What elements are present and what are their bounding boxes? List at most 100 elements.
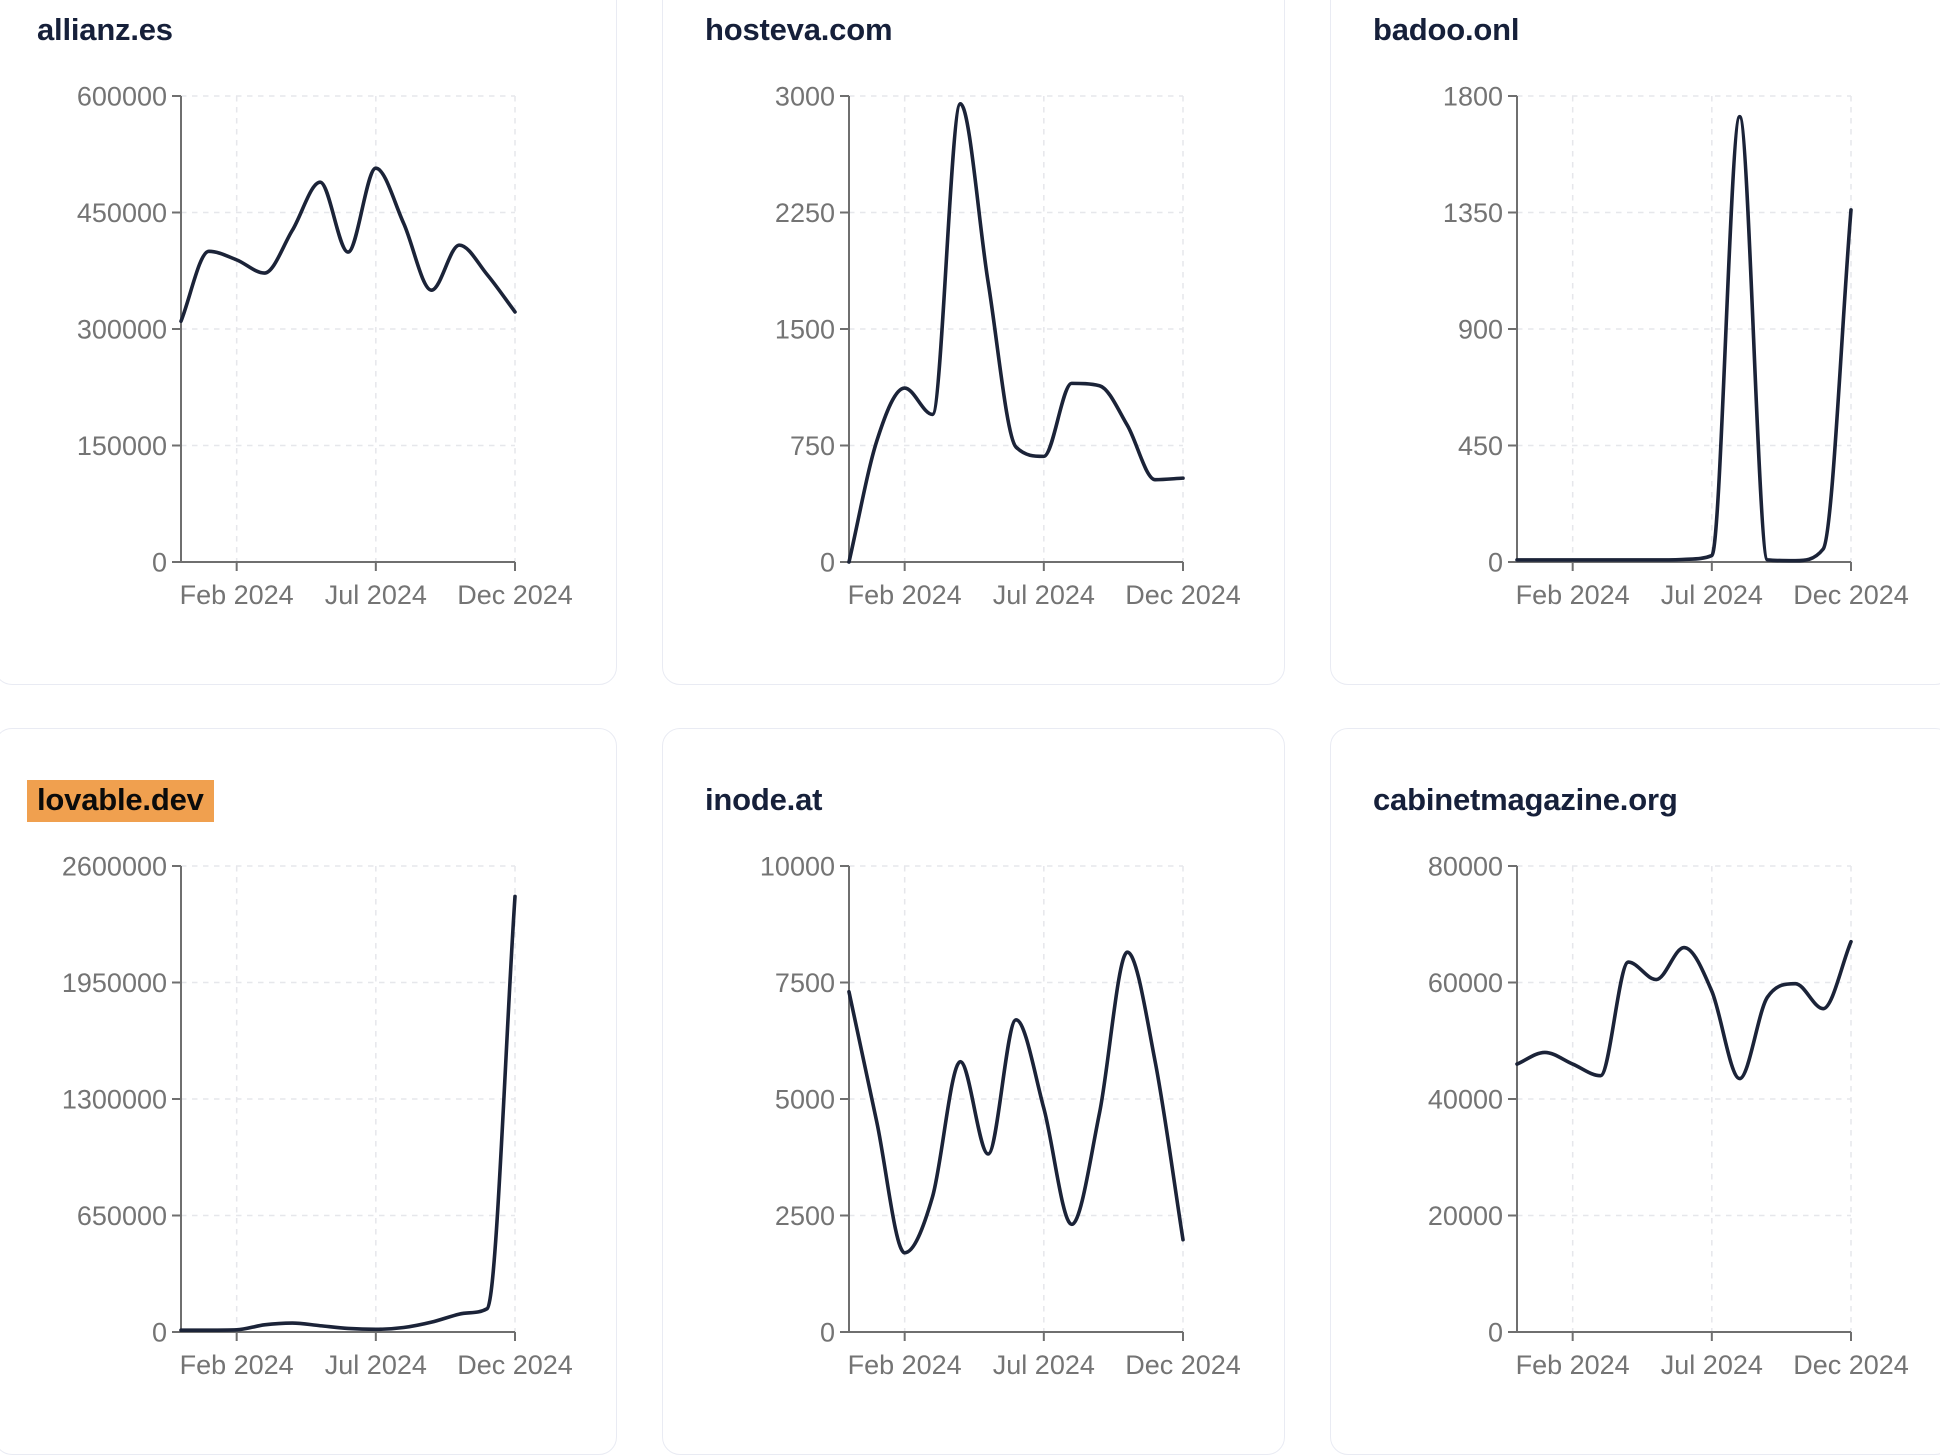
y-tick-labels: 0 750 1500 2250 3000 [775,82,835,578]
y-tick-labels: 0 650000 1300000 1950000 2600000 [62,852,167,1348]
chart-card-badoo: badoo.onl 0 450 900 1350 1800 Feb 2024 Jul 202… [1330,0,1940,685]
series-line [1515,939,1853,1081]
chart-title: badoo.onl [1373,11,1519,49]
svg-text:40000: 40000 [1428,1085,1503,1115]
svg-text:Dec 2024: Dec 2024 [457,580,573,610]
svg-text:750: 750 [790,431,835,461]
svg-text:Dec 2024: Dec 2024 [457,1350,573,1380]
svg-text:20000: 20000 [1428,1201,1503,1231]
svg-text:60000: 60000 [1428,968,1503,998]
x-tick-labels: Feb 2024 Jul 2024 Dec 2024 [180,580,573,610]
axes [1508,95,1852,571]
y-tick-labels: 0 2500 5000 7500 10000 [760,852,835,1348]
chart-title: allianz.es [37,11,173,49]
y-tick-labels: 0 20000 40000 60000 80000 [1428,852,1503,1348]
gridlines [849,865,1184,1332]
svg-text:5000: 5000 [775,1085,835,1115]
svg-text:0: 0 [152,1318,167,1348]
line-chart: 0 2500 5000 7500 10000 Feb 2024 Jul 2024 Dec 20… [760,852,1241,1381]
svg-text:450: 450 [1458,431,1503,461]
gridlines [1517,95,1852,562]
svg-text:0: 0 [152,548,167,578]
svg-text:2500: 2500 [775,1201,835,1231]
svg-text:Feb 2024: Feb 2024 [848,580,962,610]
series-line [1515,114,1853,563]
domain-label: hosteva.com [705,12,893,47]
series-line [847,101,1185,564]
axes [840,865,1184,1341]
x-tick-labels: Feb 2024 Jul 2024 Dec 2024 [1516,1350,1909,1380]
svg-text:Jul 2024: Jul 2024 [325,1350,427,1380]
svg-text:Feb 2024: Feb 2024 [180,580,294,610]
chart-title: inode.at [705,781,822,819]
series-line [179,166,517,324]
domain-label: allianz.es [37,12,173,47]
svg-text:1500: 1500 [775,315,835,345]
line-chart: 0 450 900 1350 1800 Feb 2024 Jul 2024 Dec 2024 [1443,82,1909,611]
chart-card-hosteva: hosteva.com 0 750 1500 2250 3000 Feb 2024 Jul … [662,0,1285,685]
svg-text:450000: 450000 [77,198,167,228]
line-chart: 0 20000 40000 60000 80000 Feb 2024 Jul 2024 Dec… [1428,852,1909,1381]
svg-text:Feb 2024: Feb 2024 [1516,1350,1630,1380]
x-tick-labels: Feb 2024 Jul 2024 Dec 2024 [848,1350,1241,1380]
line-chart: 0 750 1500 2250 3000 Feb 2024 Jul 2024 Dec 2024 [775,82,1241,611]
chart-title: lovable.dev [27,780,214,822]
svg-text:Jul 2024: Jul 2024 [325,580,427,610]
chart-card-inode: inode.at 0 2500 5000 7500 10000 Feb 2024 Jul 2… [662,728,1285,1455]
svg-text:Jul 2024: Jul 2024 [993,1350,1095,1380]
svg-text:0: 0 [820,1318,835,1348]
svg-text:Jul 2024: Jul 2024 [1661,1350,1763,1380]
series-line [179,894,517,1333]
svg-text:300000: 300000 [77,315,167,345]
domain-label: badoo.onl [1373,12,1520,47]
svg-text:0: 0 [820,548,835,578]
domain-label: cabinetmagazine.org [1373,782,1678,817]
axes [1508,865,1852,1341]
axes [172,95,516,571]
svg-text:900: 900 [1458,315,1503,345]
svg-text:Dec 2024: Dec 2024 [1125,580,1241,610]
chart-title: cabinetmagazine.org [1373,781,1678,819]
svg-text:Feb 2024: Feb 2024 [1516,580,1630,610]
svg-text:650000: 650000 [77,1201,167,1231]
svg-text:80000: 80000 [1428,852,1503,882]
line-chart: 0 650000 1300000 1950000 2600000 Feb 2024 Jul … [62,852,573,1381]
svg-text:Dec 2024: Dec 2024 [1125,1350,1241,1380]
svg-text:150000: 150000 [77,431,167,461]
svg-text:Dec 2024: Dec 2024 [1793,580,1909,610]
x-tick-labels: Feb 2024 Jul 2024 Dec 2024 [848,580,1241,610]
svg-text:1350: 1350 [1443,198,1503,228]
y-tick-labels: 0 450 900 1350 1800 [1443,82,1503,578]
svg-text:Feb 2024: Feb 2024 [180,1350,294,1380]
chart-card-lovable: lovable.dev 0 650000 1300000 1950000 2600000… [0,728,617,1455]
svg-text:1300000: 1300000 [62,1085,167,1115]
gridlines [1517,865,1852,1332]
svg-text:10000: 10000 [760,852,835,882]
svg-text:1950000: 1950000 [62,968,167,998]
svg-text:7500: 7500 [775,968,835,998]
y-tick-labels: 0 150000 300000 450000 600000 [77,82,167,578]
axes [172,865,516,1341]
gridlines [849,95,1184,562]
svg-text:0: 0 [1488,1318,1503,1348]
svg-text:Jul 2024: Jul 2024 [1661,580,1763,610]
svg-text:Jul 2024: Jul 2024 [993,580,1095,610]
x-tick-labels: Feb 2024 Jul 2024 Dec 2024 [180,1350,573,1380]
svg-text:600000: 600000 [77,82,167,112]
chart-title: hosteva.com [705,11,893,49]
svg-text:3000: 3000 [775,82,835,112]
axes [840,95,1184,571]
svg-text:0: 0 [1488,548,1503,578]
chart-card-allianz: allianz.es 0 150000 300000 450000 600000 Feb … [0,0,617,685]
gridlines [181,865,516,1332]
domain-label: lovable.dev [27,780,214,822]
svg-text:1800: 1800 [1443,82,1503,112]
chart-card-cabinetmagazine: cabinetmagazine.org 0 20000 40000 60000 8000… [1330,728,1940,1455]
svg-text:2600000: 2600000 [62,852,167,882]
svg-text:2250: 2250 [775,198,835,228]
svg-text:Feb 2024: Feb 2024 [848,1350,962,1380]
line-chart: 0 150000 300000 450000 600000 Feb 2024 Jul 202… [77,82,573,611]
gridlines [181,95,516,562]
svg-text:Dec 2024: Dec 2024 [1793,1350,1909,1380]
